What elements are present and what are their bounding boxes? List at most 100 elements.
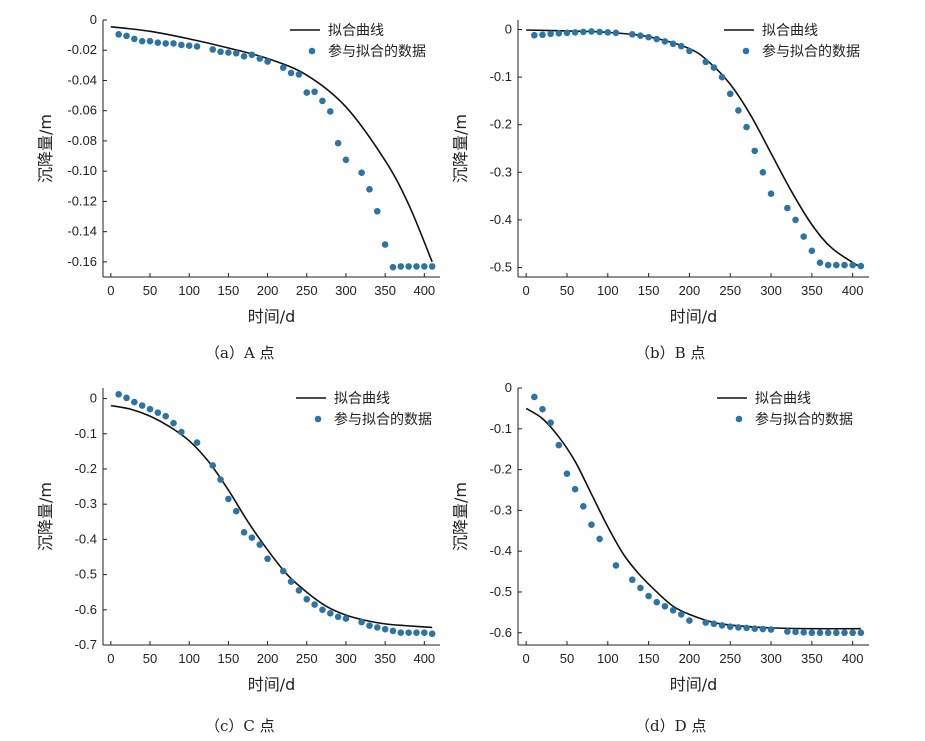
data-point [397, 263, 405, 270]
data-point [295, 71, 303, 78]
x-tick-label: 0 [107, 651, 114, 666]
legend-dot-swatch [742, 47, 750, 55]
data-point [319, 606, 326, 614]
x-tick-label: 100 [178, 651, 200, 666]
y-tick-label: -0.5 [75, 567, 97, 582]
data-point [857, 629, 865, 637]
chart-panel-b: 0 50 100 150 200 250 300 350 400 0 -0.1 -0.2 -0.3 -0.… [451, 0, 925, 370]
data-point [661, 38, 669, 45]
data-point [555, 441, 563, 449]
data-point [381, 625, 389, 633]
x-tick-label: 300 [335, 283, 357, 298]
data-point [217, 476, 224, 483]
data-point [217, 48, 224, 56]
data-point [539, 31, 546, 39]
data-point [178, 41, 185, 49]
legend-label-fit: 拟合曲线 [334, 391, 390, 407]
data-point [849, 629, 856, 637]
data-point [539, 405, 546, 413]
data-point [637, 32, 644, 40]
data-point [686, 617, 693, 624]
data-point [612, 562, 620, 569]
data-point [170, 419, 177, 427]
data-point [718, 73, 726, 81]
x-tick-label: 400 [413, 651, 435, 666]
x-tick-label: 50 [560, 651, 574, 666]
data-point [295, 587, 303, 594]
data-point [751, 147, 759, 155]
x-tick-label: 250 [719, 283, 741, 298]
data-point [287, 69, 295, 77]
y-tick-label: -0.4 [490, 543, 512, 558]
x-tick-label: 350 [374, 651, 396, 666]
data-point [131, 35, 138, 43]
y-tick-label: 0 [505, 380, 512, 395]
data-point [303, 89, 311, 96]
data-point [555, 30, 563, 37]
legend-label-fit: 拟合曲线 [328, 23, 384, 39]
fit-curve-line [110, 26, 433, 263]
data-point [800, 629, 807, 636]
x-tick-label: 50 [143, 283, 157, 298]
x-tick-label: 350 [801, 651, 823, 666]
x-tick-label: 350 [801, 283, 823, 298]
data-point [735, 624, 742, 631]
data-point [232, 507, 240, 515]
data-point [342, 156, 350, 164]
data-point [358, 618, 365, 626]
y-tick-label: -0.3 [490, 502, 512, 517]
x-axis-label: 时间/d [248, 675, 296, 694]
y-tick-label: -0.5 [490, 259, 512, 274]
legend-dot-swatch [308, 47, 316, 55]
x-tick-label: 150 [218, 283, 240, 298]
y-axis-label: 沉降量/m [36, 114, 55, 183]
data-point [653, 598, 661, 606]
y-tick-label: -0.2 [490, 117, 512, 132]
y-tick-label: -0.1 [490, 421, 512, 436]
x-tick-label: 300 [760, 651, 782, 666]
data-point [366, 186, 373, 193]
y-tick-label: -0.6 [75, 602, 97, 617]
data-point [358, 169, 365, 176]
chart-a-svg: 0 50 100 150 200 250 300 350 400 0 -0.02 -0.04 -0.06… [36, 12, 440, 326]
data-point [547, 30, 554, 38]
data-point [334, 139, 342, 147]
y-tick-label: -0.16 [67, 254, 97, 269]
data-point [138, 402, 146, 409]
data-point [710, 64, 718, 71]
data-point [311, 88, 318, 96]
y-tick-label: 0 [90, 12, 97, 27]
x-tick-label: 400 [413, 283, 435, 298]
data-point [816, 629, 824, 637]
data-point [637, 584, 644, 592]
y-tick-label: -0.10 [67, 163, 97, 178]
data-point [264, 58, 271, 65]
legend-dot-swatch [314, 415, 322, 423]
data-point [397, 629, 405, 636]
data-point [563, 470, 571, 477]
x-tick-label: 0 [523, 283, 530, 298]
data-point [726, 623, 734, 630]
data-point [669, 40, 677, 48]
data-point [232, 49, 240, 57]
data-point [326, 108, 334, 115]
y-tick-label: -0.6 [490, 625, 512, 640]
data-point [374, 207, 381, 215]
data-point [792, 216, 799, 224]
data-point [326, 610, 334, 617]
x-tick-label: 400 [842, 283, 864, 298]
data-point [759, 625, 767, 633]
data-point [784, 628, 791, 635]
y-tick-label: 0 [90, 391, 97, 406]
data-point [612, 29, 620, 37]
data-point [225, 495, 232, 503]
x-tick-label: 100 [597, 651, 619, 666]
data-point [792, 628, 799, 636]
data-point [138, 37, 146, 45]
y-tick-label: -0.5 [490, 584, 512, 599]
data-point [303, 595, 311, 603]
data-point [123, 32, 130, 40]
y-tick-label: -0.14 [67, 224, 97, 239]
fit-curve-line [110, 404, 433, 629]
caption-c: （c）C 点 [205, 717, 275, 735]
